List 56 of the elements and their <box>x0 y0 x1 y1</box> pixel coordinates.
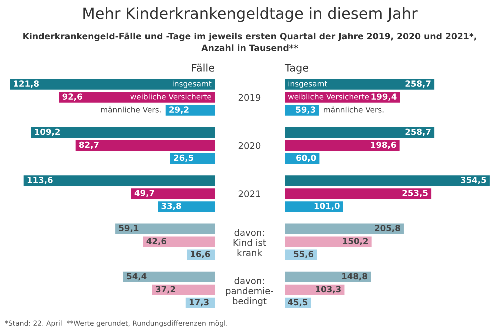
bar <box>285 272 372 282</box>
data-label: 16,6 <box>191 251 210 259</box>
data-label: 45,5 <box>288 299 308 307</box>
bar <box>285 127 435 138</box>
data-label: 55,6 <box>294 251 314 259</box>
x-axis-title: Fälle <box>192 64 214 72</box>
bar <box>285 176 490 186</box>
bar <box>285 224 404 234</box>
y-tick-label: 2020 <box>238 142 261 150</box>
data-label: 121,8 <box>14 80 39 88</box>
data-label: 26,5 <box>174 154 194 162</box>
y-tick-label: 2021 <box>238 190 260 198</box>
data-label: 37,2 <box>156 286 176 294</box>
y-tick-label: davon: pandemie- bedingt <box>226 277 274 306</box>
data-label: 199,4 <box>372 94 397 102</box>
data-label: 49,7 <box>134 190 154 198</box>
bar <box>131 188 215 200</box>
bar <box>285 79 435 90</box>
text: Mehr Kinderkrankengeldtage in diesem Jahr <box>84 7 418 22</box>
data-label: 101,0 <box>314 202 340 210</box>
data-label: 17,3 <box>190 299 209 307</box>
bar <box>10 79 215 90</box>
data-label: 109,2 <box>35 128 60 136</box>
data-label: 60,0 <box>296 154 316 162</box>
text: Kinderkrankengeld-Fälle und -Tage im jeweils ersten Quartal der Jahre 2019, 2020 und 2021*, Anzahl in Tausend** <box>24 32 476 52</box>
data-label: 113,6 <box>28 176 53 184</box>
data-label: 354,5 <box>461 176 486 184</box>
bar <box>31 127 215 138</box>
y-tick-label: davon: Kind ist krank <box>234 229 266 256</box>
bar <box>123 272 215 282</box>
bar <box>116 224 215 234</box>
data-label: 258,7 <box>406 80 431 88</box>
bar <box>285 188 432 200</box>
data-label: 33,8 <box>162 202 182 210</box>
y-tick-label: 2019 <box>238 94 261 102</box>
bar <box>285 140 400 152</box>
data-label: 59,1 <box>119 225 139 233</box>
bar <box>152 284 215 296</box>
bar <box>24 176 215 186</box>
data-label: 198,6 <box>371 142 396 150</box>
data-label: 205,8 <box>375 225 400 233</box>
data-label: 54,4 <box>127 273 147 281</box>
data-label: 42,6 <box>146 238 167 246</box>
data-label: 258,7 <box>406 128 431 136</box>
data-label: 103,3 <box>316 286 341 294</box>
bar <box>285 236 372 248</box>
data-label: 150,2 <box>343 238 368 246</box>
bar <box>143 236 215 248</box>
data-label: 253,5 <box>402 190 428 198</box>
data-label: 148,8 <box>342 273 368 281</box>
bar <box>76 140 215 152</box>
data-label: 29,2 <box>170 106 189 114</box>
data-label: 92,6 <box>62 94 82 102</box>
data-label: 82,7 <box>79 142 99 150</box>
x-axis-title: Tage <box>284 64 308 74</box>
data-label: 59,3 <box>296 106 316 114</box>
